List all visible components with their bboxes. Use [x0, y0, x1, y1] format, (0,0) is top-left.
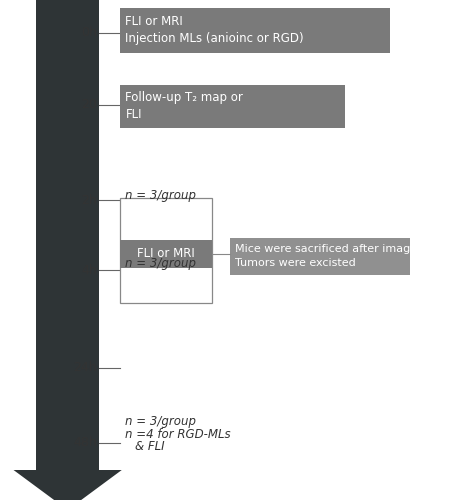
- Text: 48h: 48h: [73, 436, 97, 449]
- Text: n =4 for RGD-MLs: n =4 for RGD-MLs: [125, 428, 231, 440]
- Text: n = 3/group: n = 3/group: [125, 414, 196, 428]
- Text: n = 3/group: n = 3/group: [125, 258, 196, 270]
- Text: FLI or MRI
Injection MLs (anioinc or RGD): FLI or MRI Injection MLs (anioinc or RGD…: [125, 14, 304, 46]
- Text: Follow-up T₂ map or
FLI: Follow-up T₂ map or FLI: [125, 91, 243, 121]
- Text: Mice were sacrificed after imaging
Tumors were excisted: Mice were sacrificed after imaging Tumor…: [235, 244, 428, 268]
- Bar: [120, 198, 212, 302]
- Text: & FLI: & FLI: [135, 440, 165, 452]
- Text: 4h: 4h: [81, 264, 97, 276]
- Polygon shape: [14, 470, 122, 500]
- Bar: [36, 0, 99, 470]
- Text: 2h: 2h: [81, 194, 97, 206]
- Bar: [120, 8, 390, 52]
- Text: FLI or MRI: FLI or MRI: [137, 247, 195, 260]
- Bar: [230, 238, 410, 275]
- Text: n = 3/group: n = 3/group: [125, 188, 196, 202]
- Text: 24h: 24h: [74, 361, 97, 374]
- Bar: [120, 240, 212, 268]
- Text: 20: 20: [81, 98, 97, 112]
- Bar: [120, 85, 345, 128]
- Text: 0h: 0h: [81, 26, 97, 39]
